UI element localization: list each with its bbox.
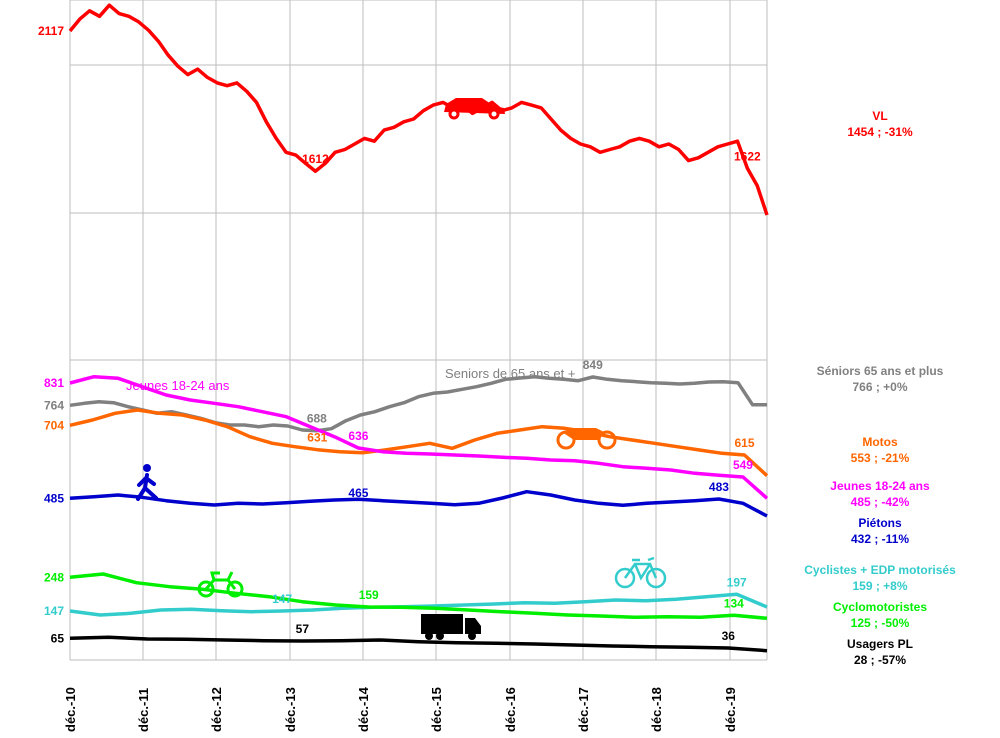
moped-icon [197,571,244,598]
annotation-seniors: Seniors de 65 ans et + [445,366,575,381]
data-label-jeunes: 636 [348,429,368,443]
x-tick-label: déc.-11 [136,688,151,732]
data-label-vl: 1622 [734,149,761,163]
data-label-seniors: 688 [307,412,327,426]
legend-value-pl: 28 ; -57% [854,653,906,667]
data-label-cyclo: 248 [44,570,64,584]
series-line-vl [68,3,769,216]
data-label-pietons: 465 [348,486,368,500]
legend-value-cyclistes: 159 ; +8% [852,579,907,593]
legend-name-vl: VL [872,109,887,123]
chart-gridlines [69,0,768,661]
data-label-cyclo: 159 [359,588,379,602]
data-label-cyclistes: 147 [44,604,64,618]
data-label-seniors: 849 [583,358,603,372]
x-tick-label: déc.-18 [649,687,664,732]
data-label-cyclistes: 197 [727,575,747,589]
x-tick-label: déc.-17 [576,687,591,732]
legend-value-pietons: 432 ; -11% [851,532,909,546]
data-label-seniors: 764 [44,398,64,412]
data-label-vl: 2117 [38,24,64,38]
data-label-motos: 615 [735,436,755,450]
series-line-pietons [69,489,768,518]
data-label-cyclo: 134 [724,596,744,610]
x-tick-label: déc.-19 [723,687,738,732]
x-axis-tick-labels: déc.-10 déc.-11 déc.-12 déc.-13 déc.-14 déc.-… [63,686,738,732]
legend-value-seniors: 766 ; +0% [852,380,907,394]
series-line-motos [69,408,769,477]
x-tick-label: déc.-12 [209,687,224,732]
data-label-motos: 631 [307,431,327,445]
legend-name-pl: Usagers PL [847,637,913,651]
data-label-vl: 1612 [302,152,329,166]
legend-value-vl: 1454 ; -31% [847,125,913,139]
legend-name-pietons: Piétons [858,516,902,530]
motorcycle-icon [556,428,617,450]
data-label-pl: 65 [51,631,65,645]
x-tick-label: déc.-13 [283,687,298,732]
chart-legend: VL 1454 ; -31% Séniors 65 ans et plus 766 ;… [804,109,956,667]
data-label-cyclistes: 147 [272,592,292,606]
series-line-cyclo [69,572,768,621]
data-label-pl: 36 [722,629,736,643]
x-tick-label: déc.-10 [63,687,78,732]
car-icon [444,98,505,120]
legend-name-seniors: Séniors 65 ans et plus [817,364,944,378]
chart-icons [136,98,667,640]
data-label-motos: 704 [44,418,64,432]
legend-value-jeunes: 485 ; -42% [851,495,910,509]
legend-name-cyclo: Cyclomotoristes [833,600,927,614]
chart-series-lines [68,3,769,653]
chart-data-labels: 2117 1612 1622 764 688 849 704 631 615 831 636 549 4… [38,24,761,645]
legend-name-motos: Motos [862,435,898,449]
data-label-jeunes: 549 [733,458,753,472]
annotation-jeunes: Jeunes 18-24 ans [126,378,230,393]
legend-name-jeunes: Jeunes 18-24 ans [830,479,930,493]
bicycle-icon [614,556,667,589]
data-label-jeunes: 831 [44,376,64,390]
legend-value-cyclo: 125 ; -50% [851,616,910,630]
x-tick-label: déc.-16 [503,687,518,732]
data-label-pietons: 483 [709,480,729,494]
truck-icon [421,614,481,640]
data-label-pietons: 485 [44,491,64,505]
series-line-jeunes [69,374,769,500]
legend-name-cyclistes: Cyclistes + EDP motorisés [804,563,956,577]
data-label-pl: 57 [296,622,310,636]
pedestrian-icon [136,464,158,501]
legend-value-motos: 553 ; -21% [851,451,910,465]
x-tick-label: déc.-15 [429,687,444,732]
series-line-cyclistes [69,592,768,617]
series-line-pl [69,635,768,653]
x-tick-label: déc.-14 [356,686,371,732]
